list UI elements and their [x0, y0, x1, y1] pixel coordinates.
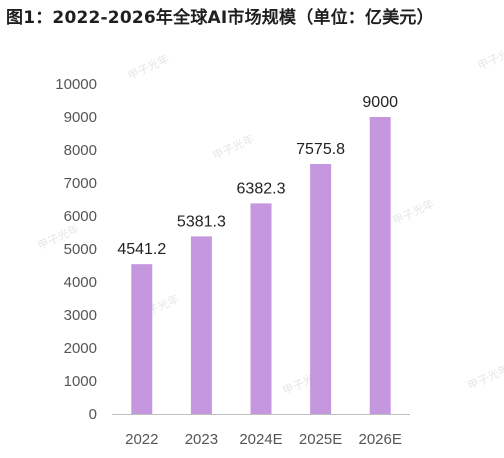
- y-tick-label: 8000: [64, 142, 97, 159]
- bar-2025E: [310, 163, 332, 414]
- category-labels: 2022 2023 2024E 2025E 2026E: [125, 431, 402, 448]
- category-label: 2024E: [239, 431, 282, 448]
- y-tick-label: 1000: [64, 373, 97, 390]
- bar-2022: [131, 264, 153, 414]
- watermark-text: 甲子光年: [210, 131, 256, 162]
- bars: [131, 117, 391, 414]
- value-label: 6382.3: [237, 180, 286, 197]
- value-label: 4541.2: [117, 241, 166, 258]
- category-label: 2026E: [359, 431, 402, 448]
- value-label: 7575.8: [296, 141, 345, 158]
- y-tick-label: 9000: [64, 109, 97, 126]
- bar-2024E: [250, 203, 272, 414]
- category-label: 2025E: [299, 431, 342, 448]
- y-tick-label: 5000: [64, 241, 97, 258]
- y-tick-label: 10000: [55, 76, 97, 93]
- y-tick-label: 6000: [64, 208, 97, 225]
- y-tick-label: 3000: [64, 307, 97, 324]
- bar-2026E: [369, 117, 391, 414]
- value-label: 9000: [362, 94, 398, 111]
- value-label: 5381.3: [177, 213, 226, 230]
- value-labels: 4541.2 5381.3 6382.3 7575.8 9000: [117, 94, 398, 258]
- y-tick-label: 0: [89, 406, 97, 423]
- category-label: 2022: [125, 431, 158, 448]
- y-tick-label: 7000: [64, 175, 97, 192]
- y-tick-label: 4000: [64, 274, 97, 291]
- category-label: 2023: [185, 431, 218, 448]
- watermark-text: 甲子光年: [465, 361, 504, 392]
- y-axis-ticks: 0 1000 2000 3000 4000 5000 6000 7000 8000 9000 100…: [55, 76, 97, 423]
- y-tick-label: 2000: [64, 340, 97, 357]
- bar-2023: [190, 236, 212, 414]
- watermark-text: 甲子光年: [125, 51, 171, 82]
- chart-title: 图1：2022-2026年全球AI市场规模（单位：亿美元）: [6, 8, 434, 28]
- watermark-text: 甲子光年: [475, 41, 504, 72]
- watermark-text: 甲子光年: [390, 196, 436, 227]
